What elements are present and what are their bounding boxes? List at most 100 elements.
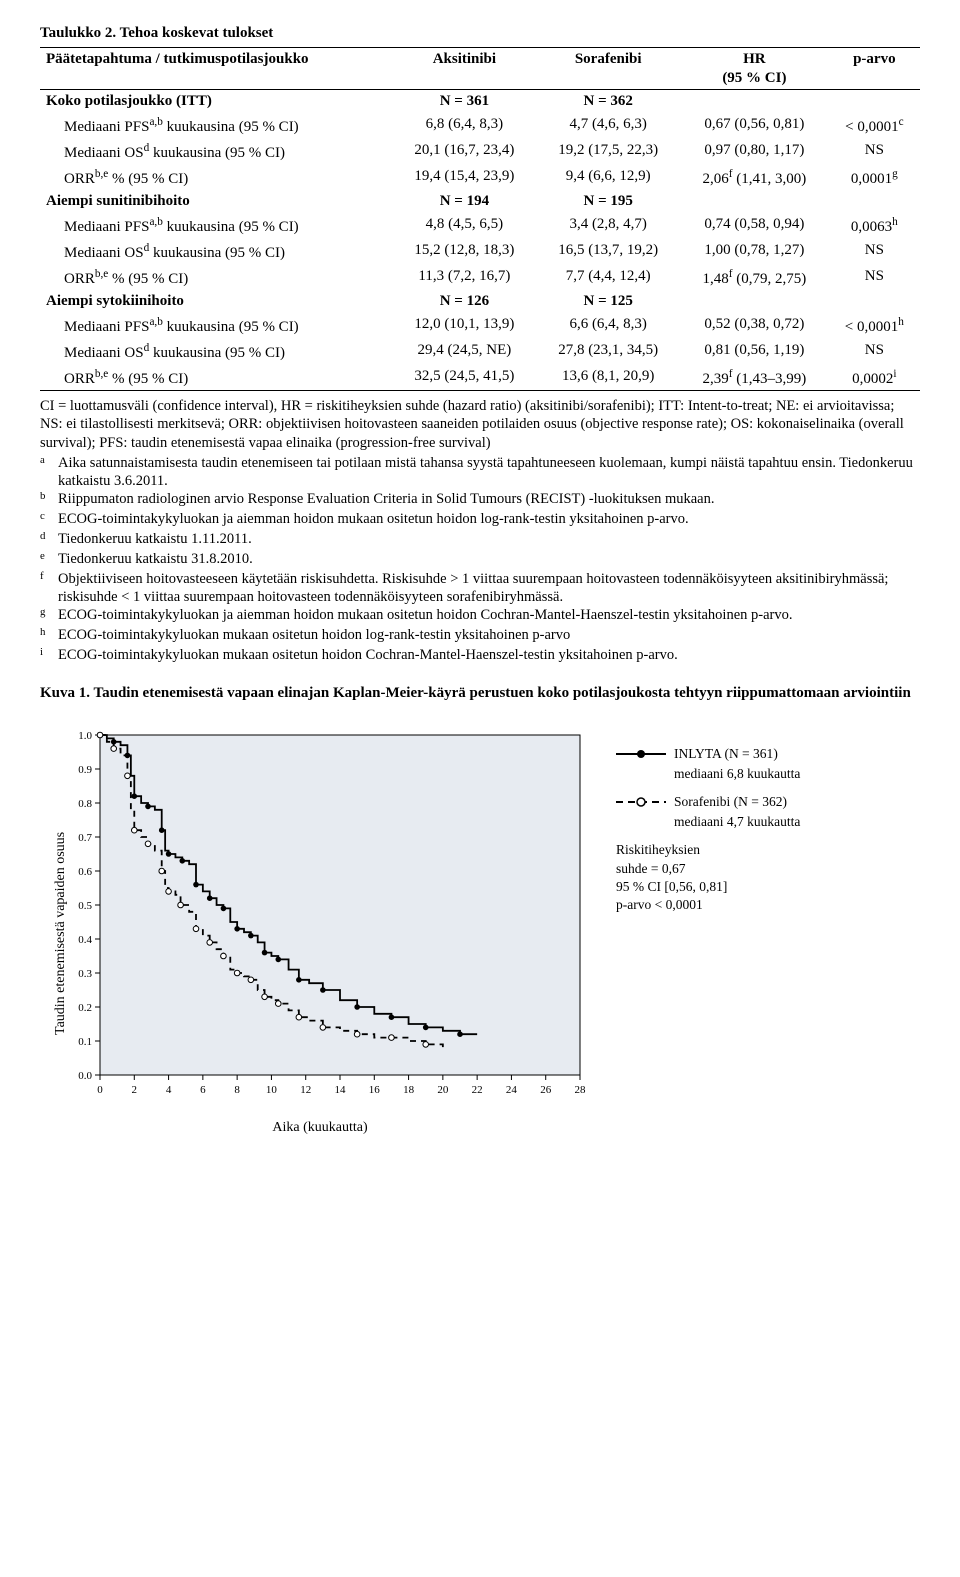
- cell-so: 19,2 (17,5, 22,3): [536, 139, 680, 165]
- cell-p: NS: [829, 265, 920, 291]
- footnote: aAika satunnaistamisesta taudin etenemis…: [40, 454, 920, 490]
- legend-swatch-solid: [616, 747, 666, 761]
- footnote: gECOG-toimintakykyluokan ja aiemman hoid…: [40, 606, 920, 626]
- svg-text:0.9: 0.9: [78, 764, 92, 776]
- cell-hr: 0,81 (0,56, 1,19): [680, 339, 829, 365]
- svg-text:1.0: 1.0: [78, 730, 92, 742]
- svg-text:12: 12: [300, 1084, 311, 1096]
- th-pval: p-arvo: [829, 47, 920, 90]
- cell-hr: 1,00 (0,78, 1,27): [680, 239, 829, 265]
- cell-p: 0,0063h: [829, 213, 920, 239]
- efficacy-table: Päätetapahtuma / tutkimuspotilasjoukko A…: [40, 47, 920, 392]
- footnotes: CI = luottamusväli (confidence interval)…: [40, 397, 920, 666]
- cell-p: NS: [829, 339, 920, 365]
- svg-text:24: 24: [506, 1084, 518, 1096]
- section-n-ax: N = 126: [393, 290, 537, 313]
- footnote: eTiedonkeruu katkaistu 31.8.2010.: [40, 550, 920, 570]
- cell-so: 3,4 (2,8, 4,7): [536, 213, 680, 239]
- svg-text:0.6: 0.6: [78, 866, 92, 878]
- row-label: ORRb,e % (95 % CI): [40, 165, 393, 191]
- km-plot-svg: 0.00.10.20.30.40.50.60.70.80.91.00246810…: [40, 715, 600, 1115]
- cell-so: 4,7 (4,6, 6,3): [536, 113, 680, 139]
- y-axis-label: Taudin etenemisestä vapaiden osuus: [52, 831, 70, 1034]
- x-axis-label: Aika (kuukautta): [40, 1119, 600, 1137]
- svg-text:2: 2: [132, 1084, 138, 1096]
- figure-title: Kuva 1. Taudin etenemisestä vapaan elina…: [40, 684, 920, 703]
- cell-p: NS: [829, 139, 920, 165]
- svg-text:0.5: 0.5: [78, 900, 92, 912]
- cell-ax: 11,3 (7,2, 16,7): [393, 265, 537, 291]
- cell-ax: 4,8 (4,5, 6,5): [393, 213, 537, 239]
- th-axitinib: Aksitinibi: [393, 47, 537, 90]
- cell-p: < 0,0001h: [829, 313, 920, 339]
- legend-inlyta: INLYTA (N = 361): [616, 745, 800, 763]
- row-label: Mediaani PFSa,b kuukausina (95 % CI): [40, 113, 393, 139]
- svg-text:16: 16: [369, 1084, 381, 1096]
- cell-hr: 2,06f (1,41, 3,00): [680, 165, 829, 191]
- svg-text:0: 0: [97, 1084, 103, 1096]
- cell-ax: 20,1 (16,7, 23,4): [393, 139, 537, 165]
- svg-text:0.8: 0.8: [78, 798, 92, 810]
- cell-p: < 0,0001c: [829, 113, 920, 139]
- legend-sorafenib: Sorafenibi (N = 362): [616, 793, 800, 811]
- svg-text:0.7: 0.7: [78, 832, 92, 844]
- legend-swatch-dashed: [616, 795, 666, 809]
- legend-p: p-arvo < 0,0001: [616, 896, 800, 914]
- svg-text:0.2: 0.2: [78, 1002, 92, 1014]
- section-n-so: N = 195: [536, 190, 680, 213]
- legend-ci: 95 % CI [0,56, 0,81]: [616, 878, 800, 896]
- cell-hr: 0,52 (0,38, 0,72): [680, 313, 829, 339]
- km-chart: Taudin etenemisestä vapaiden osuus 0.0 0.…: [40, 715, 920, 1137]
- footnote: fObjektiiviseen hoitovasteeseen käytetää…: [40, 570, 920, 606]
- cell-ax: 19,4 (15,4, 23,9): [393, 165, 537, 191]
- footnote: hECOG-toimintakykyluokan mukaan ositetun…: [40, 626, 920, 646]
- cell-hr: 2,39f (1,43–3,99): [680, 365, 829, 391]
- svg-text:0.0: 0.0: [78, 1070, 92, 1082]
- cell-p: 0,0001g: [829, 165, 920, 191]
- svg-text:10: 10: [266, 1084, 278, 1096]
- row-label: Mediaani PFSa,b kuukausina (95 % CI): [40, 313, 393, 339]
- section-n-ax: N = 361: [393, 90, 537, 113]
- footnote-intro: CI = luottamusväli (confidence interval)…: [40, 397, 920, 451]
- cell-hr: 0,97 (0,80, 1,17): [680, 139, 829, 165]
- footnote: iECOG-toimintakykyluokan mukaan ositetun…: [40, 646, 920, 666]
- cell-ax: 32,5 (24,5, 41,5): [393, 365, 537, 391]
- cell-so: 6,6 (6,4, 8,3): [536, 313, 680, 339]
- legend-sorafenib-median: mediaani 4,7 kuukautta: [674, 813, 800, 831]
- row-label: ORRb,e % (95 % CI): [40, 265, 393, 291]
- legend-inlyta-median: mediaani 6,8 kuukautta: [674, 765, 800, 783]
- section-name: Aiempi sunitinibihoito: [40, 190, 393, 213]
- cell-so: 13,6 (8,1, 20,9): [536, 365, 680, 391]
- footnote: dTiedonkeruu katkaistu 1.11.2011.: [40, 530, 920, 550]
- row-label: Mediaani OSd kuukausina (95 % CI): [40, 139, 393, 165]
- table-title: Taulukko 2. Tehoa koskevat tulokset: [40, 24, 920, 43]
- legend-hr-label: Riskitiheyksien: [616, 841, 800, 859]
- legend-hr-value: suhde = 0,67: [616, 860, 800, 878]
- cell-ax: 29,4 (24,5, NE): [393, 339, 537, 365]
- cell-hr: 0,67 (0,56, 0,81): [680, 113, 829, 139]
- footnote: cECOG-toimintakykyluokan ja aiemman hoid…: [40, 510, 920, 530]
- cell-p: NS: [829, 239, 920, 265]
- svg-text:0.1: 0.1: [78, 1036, 92, 1048]
- section-n-so: N = 362: [536, 90, 680, 113]
- section-n-so: N = 125: [536, 290, 680, 313]
- svg-text:22: 22: [472, 1084, 483, 1096]
- th-hr: HR (95 % CI): [680, 47, 829, 90]
- row-label: Mediaani PFSa,b kuukausina (95 % CI): [40, 213, 393, 239]
- row-label: ORRb,e % (95 % CI): [40, 365, 393, 391]
- svg-text:26: 26: [540, 1084, 552, 1096]
- row-label: Mediaani OSd kuukausina (95 % CI): [40, 339, 393, 365]
- cell-hr: 0,74 (0,58, 0,94): [680, 213, 829, 239]
- svg-text:20: 20: [437, 1084, 449, 1096]
- cell-so: 16,5 (13,7, 19,2): [536, 239, 680, 265]
- cell-so: 7,7 (4,4, 12,4): [536, 265, 680, 291]
- cell-hr: 1,48f (0,79, 2,75): [680, 265, 829, 291]
- svg-text:28: 28: [575, 1084, 587, 1096]
- legend: INLYTA (N = 361) mediaani 6,8 kuukautta …: [616, 745, 800, 915]
- svg-text:8: 8: [234, 1084, 240, 1096]
- cell-ax: 6,8 (6,4, 8,3): [393, 113, 537, 139]
- svg-text:6: 6: [200, 1084, 206, 1096]
- th-sorafenib: Sorafenibi: [536, 47, 680, 90]
- svg-text:4: 4: [166, 1084, 172, 1096]
- svg-text:18: 18: [403, 1084, 415, 1096]
